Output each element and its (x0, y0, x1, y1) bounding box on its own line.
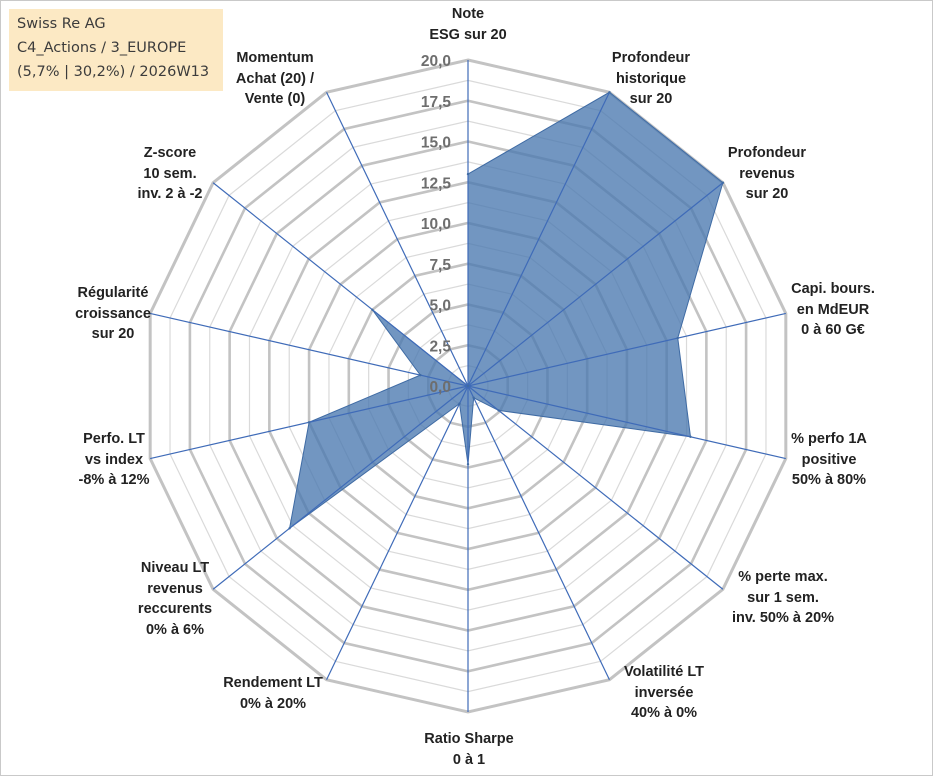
axis-label-line: reccurents (137, 601, 213, 617)
axis-label: Niveau LT revenus reccurents 0% à 6% (90, 558, 260, 640)
tick-label: 20,0 (421, 53, 451, 70)
axis-label-line: inv. 2 à -2 (137, 186, 203, 202)
axis-label: Momentum Achat (20) / Vente (0) (190, 48, 360, 110)
tick-label: 0,0 (429, 379, 451, 396)
axis-label: Volatilité LT inversée 40% à 0% (579, 662, 749, 724)
axis-label: % perte max. sur 1 sem. inv. 50% à 20% (698, 567, 868, 629)
axis-label: Perfo. LT vs index -8% à 12% (29, 429, 199, 491)
axis-label-line: 0 à 60 G€ (801, 322, 865, 338)
data-point (419, 373, 422, 377)
axis-label-line: Niveau LT (140, 560, 210, 576)
portfolio-category: C4_Actions / 3_EUROPE (17, 40, 187, 56)
axis-label-line: positive (801, 451, 857, 468)
tick-label: 5,0 (429, 298, 451, 315)
axis-spoke (326, 385, 469, 680)
axis-label-line: Note (451, 6, 485, 22)
data-point (608, 91, 611, 94)
axis-label-line: 10 sem. (143, 165, 197, 182)
axis-label-line: Z-score (143, 145, 197, 161)
axis-label-line: revenus (147, 580, 203, 597)
axis-label: Régularité croissance sur 20 (28, 283, 198, 345)
axis-label-line: Ratio Sharpe (424, 731, 514, 747)
axis-label-line: Profondeur (727, 145, 807, 161)
axis-label-line: Achat (20) / (235, 70, 315, 87)
axis-label-line: -8% à 12% (78, 472, 150, 488)
axis-label: Rendement LT 0% à 20% (188, 673, 358, 714)
axis-label: Z-score 10 sem. inv. 2 à -2 (85, 143, 255, 205)
axis-label-line: 50% à 80% (791, 472, 867, 488)
axis-label: Capi. bours. en MdEUR 0 à 60 G€ (748, 279, 918, 341)
data-point (371, 308, 374, 311)
axis-label: Profondeur revenus sur 20 (682, 143, 852, 205)
axis-label: Ratio Sharpe 0 à 1 (384, 729, 554, 770)
data-area (288, 91, 724, 530)
axis-label-line: Régularité (77, 285, 149, 301)
axis-label: Note ESG sur 20 (383, 4, 553, 45)
data-point (466, 172, 470, 176)
axis-label-line: croissance (75, 305, 151, 322)
axis-label-line: ESG sur 20 (429, 26, 507, 43)
axis-label-line: Vente (0) (244, 91, 306, 107)
tick-label: 7,5 (429, 257, 451, 274)
axis-spoke (467, 182, 724, 387)
data-point (458, 402, 461, 405)
axis-label-line: Perfo. LT (83, 431, 145, 447)
axis-label-line: sur 20 (91, 326, 135, 342)
axis-label-line: % perfo 1A (791, 431, 867, 447)
axis-label-line: inversée (634, 684, 694, 701)
axis-label-line: sur 20 (745, 186, 789, 202)
axis-spoke (467, 385, 786, 460)
data-point (288, 527, 291, 530)
data-point (466, 384, 470, 388)
axis-label: % perfo 1A positive 50% à 80% (744, 429, 914, 491)
axis-label-line: vs index (84, 451, 144, 468)
axis-label-line: inv. 50% à 20% (731, 610, 835, 626)
axis-label-line: 0% à 20% (239, 695, 307, 712)
axis-label-line: 0% à 6% (145, 621, 205, 638)
axis-spoke (467, 385, 724, 590)
axis-label-line: Volatilité LT (623, 664, 705, 680)
period-stats: (5,7% | 30,2%) / 2026W13 (17, 64, 210, 80)
data-point (307, 421, 311, 424)
data-point (689, 435, 692, 438)
axis-label-line: sur 20 (629, 91, 673, 107)
data-point (466, 463, 470, 466)
axis-spoke (212, 385, 469, 590)
axis-label-line: sur 1 sem. (747, 589, 819, 606)
axis-spoke (467, 92, 610, 387)
tick-label: 12,5 (421, 175, 452, 192)
axis-label-line: % perte max. (738, 569, 828, 585)
tick-label: 17,5 (421, 94, 452, 111)
axis-label-line: Profondeur (611, 50, 691, 66)
tick-label: 10,0 (421, 216, 451, 233)
data-point (497, 409, 500, 412)
axis-label-line: historique (615, 70, 687, 87)
tick-label: 15,0 (421, 135, 451, 152)
tick-label: 2,5 (429, 338, 451, 355)
axis-label-line: Momentum (236, 50, 314, 66)
axis-spoke (326, 92, 469, 387)
axis-label-line: Capi. bours. (791, 281, 875, 297)
data-point (676, 336, 679, 340)
info-box: Swiss Re AG C4_Actions / 3_EUROPE (5,7% … (9, 9, 223, 91)
axis-spoke (150, 312, 469, 387)
company-name: Swiss Re AG (17, 16, 106, 32)
axis-spoke (467, 312, 786, 387)
data-point (472, 396, 475, 399)
axis-label: Profondeur historique sur 20 (566, 48, 736, 110)
axis-spoke (467, 385, 610, 680)
axis-label-line: 0 à 1 (452, 751, 486, 768)
axis-label-line: Rendement LT (223, 675, 323, 691)
axis-label-line: revenus (739, 165, 795, 182)
axis-label-line: en MdEUR (796, 301, 870, 318)
axis-label-line: 40% à 0% (630, 705, 698, 721)
axis-spoke (212, 182, 469, 387)
data-point (721, 181, 725, 184)
